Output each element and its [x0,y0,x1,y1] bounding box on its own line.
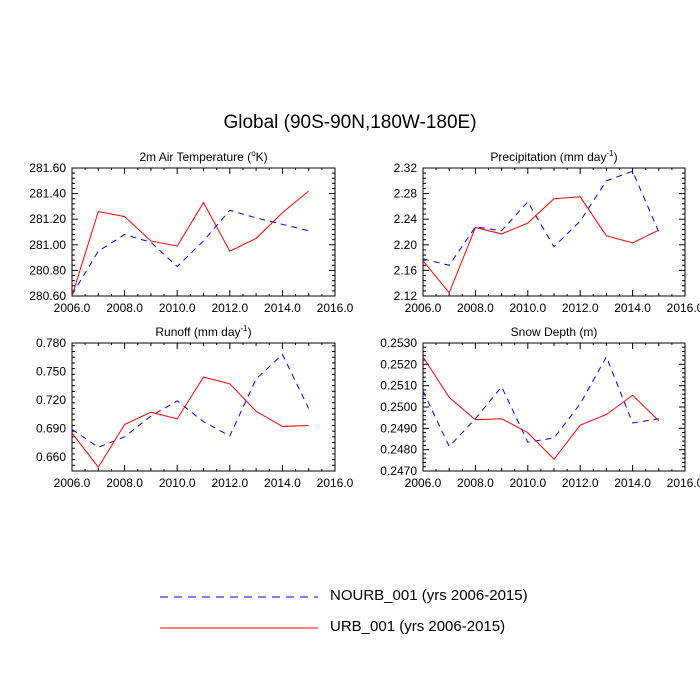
series-line-nourb [71,353,310,448]
y-tick-label: 281.00 [29,238,66,252]
panel-title-tail: ) [248,325,252,339]
y-tick-label: 280.60 [29,289,66,303]
y-tick-label: 0.2530 [380,336,417,350]
y-tick-label: 2.32 [394,161,418,175]
y-tick-label: 2.24 [394,212,418,226]
panel-title-main: Snow Depth (m) [511,325,598,339]
x-tick-label: 2016.0 [317,476,354,490]
panel-title: 2m Air Temperature (oK) [139,149,267,164]
x-tick-label: 2012.0 [562,301,599,315]
x-tick-label: 2012.0 [211,301,248,315]
panel-title-main: 2m Air Temperature ( [139,150,251,164]
x-tick-label: 2006.0 [405,476,442,490]
x-tick-label: 2010.0 [159,301,196,315]
x-tick-label: 2016.0 [317,301,354,315]
legend-nourb-label: NOURB_001 (yrs 2006-2015) [330,587,528,604]
y-tick-label: 0.2480 [380,443,417,457]
y-tick-label: 281.60 [29,161,66,175]
series-line-urb [71,376,309,469]
x-tick-label: 2012.0 [562,476,599,490]
x-tick-label: 2012.0 [211,476,248,490]
y-tick-label: 0.720 [36,393,66,407]
y-tick-label: 0.660 [36,450,66,464]
y-tick-label: 0.2500 [380,400,417,414]
x-tick-label: 2016.0 [667,476,700,490]
y-tick-label: 0.780 [36,336,66,350]
y-tick-label: 0.690 [36,421,66,435]
panel-title: Precipitation (mm day-1) [490,149,617,164]
series-line-nourb [422,170,660,266]
series-line-urb [422,196,660,294]
x-tick-label: 2008.0 [106,476,143,490]
y-tick-label: 2.12 [394,289,418,303]
figure-title: Global (90S-90N,180W-180E) [223,112,477,133]
x-tick-label: 2014.0 [614,476,651,490]
x-tick-label: 2016.0 [667,301,700,315]
panel-title-superscript: -1 [241,324,249,333]
chart-panel-4: Snow Depth (m) 2006.0 2008.0 2010.0 2012.0 20… [380,325,700,490]
y-tick-label: 281.40 [29,187,66,201]
y-tick-label: 2.28 [394,187,418,201]
y-tick-label: 0.750 [36,364,66,378]
x-tick-label: 2014.0 [264,476,301,490]
panel-title: Snow Depth (m) [511,325,598,339]
chart-panel-1: 2m Air Temperature (oK) 2006.0 2008.0 2010.… [29,149,353,315]
panel-title-superscript: -1 [606,149,614,158]
y-tick-label: 281.20 [29,212,66,226]
x-tick-label: 2006.0 [54,476,91,490]
y-tick-label: 2.16 [394,263,418,277]
x-tick-label: 2006.0 [405,301,442,315]
series-line-urb [71,190,310,297]
x-tick-label: 2010.0 [509,301,546,315]
y-tick-label: 0.2470 [380,464,417,478]
x-tick-label: 2008.0 [457,301,494,315]
panel-title-main: Runoff (mm day [155,325,240,339]
series-line-urb [422,356,660,461]
panel-title: Runoff (mm day-1) [155,324,251,339]
y-tick-label: 0.2520 [380,357,417,371]
panel-title-tail: ) [614,150,618,164]
legend-urb-label: URB_001 (yrs 2006-2015) [330,618,506,635]
panel-title-tail: K) [256,150,268,164]
panel-title-main: Precipitation (mm day [490,150,606,164]
series-line-nourb [71,209,309,295]
y-tick-label: 280.80 [29,263,66,277]
x-tick-label: 2014.0 [264,301,301,315]
y-tick-label: 2.20 [394,238,418,252]
chart-panel-3: Runoff (mm day-1) 2006.0 2008.0 2010.0 2012.… [36,324,354,490]
chart-panel-2: Precipitation (mm day-1) 2006.0 2008.0 2010… [394,149,700,315]
x-tick-label: 2008.0 [106,301,143,315]
panel-title-superscript: o [251,149,256,158]
x-tick-label: 2010.0 [159,476,196,490]
y-tick-label: 0.2490 [380,421,417,435]
y-tick-label: 0.2510 [380,379,417,393]
x-tick-label: 2014.0 [614,301,651,315]
x-tick-label: 2010.0 [509,476,546,490]
series-line-nourb [422,355,659,448]
x-tick-label: 2006.0 [54,301,91,315]
x-tick-label: 2008.0 [457,476,494,490]
